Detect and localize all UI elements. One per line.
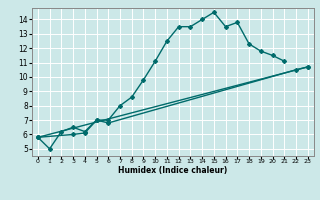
X-axis label: Humidex (Indice chaleur): Humidex (Indice chaleur) (118, 166, 228, 175)
